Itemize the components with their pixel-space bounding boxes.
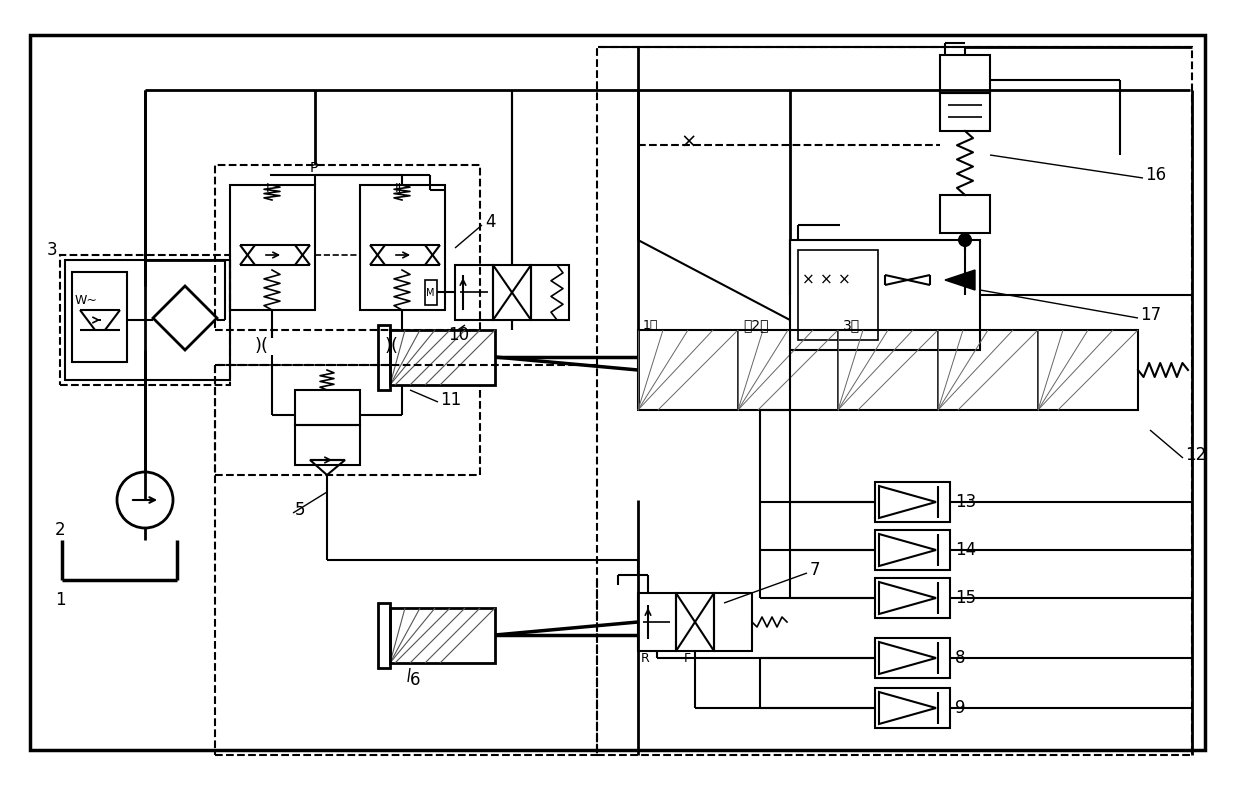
Text: M: M xyxy=(427,288,434,298)
Text: ×: × xyxy=(838,273,851,288)
Bar xyxy=(639,330,1138,410)
Bar xyxy=(940,55,990,93)
Text: W~: W~ xyxy=(74,293,98,307)
Bar xyxy=(531,265,569,320)
Text: ×: × xyxy=(802,273,815,288)
Text: 4: 4 xyxy=(485,213,496,231)
Bar xyxy=(295,425,360,465)
Text: 3: 3 xyxy=(47,241,57,259)
Text: 15: 15 xyxy=(955,589,976,607)
Bar xyxy=(875,638,950,678)
Bar xyxy=(940,93,990,131)
Bar xyxy=(30,35,1205,750)
Text: 5: 5 xyxy=(295,501,305,519)
Bar xyxy=(60,255,229,385)
Text: 7: 7 xyxy=(810,561,821,579)
Bar xyxy=(799,250,878,340)
Bar xyxy=(639,593,676,651)
Text: 1档: 1档 xyxy=(644,319,658,332)
Text: 11: 11 xyxy=(440,391,461,409)
Bar xyxy=(229,185,315,310)
Text: 10: 10 xyxy=(448,326,469,344)
Bar xyxy=(215,365,480,475)
Text: 1: 1 xyxy=(55,591,66,609)
Circle shape xyxy=(959,234,971,246)
Bar xyxy=(72,272,126,362)
Text: 12: 12 xyxy=(1185,446,1207,464)
Text: 13: 13 xyxy=(955,493,976,511)
Text: 14: 14 xyxy=(955,541,976,559)
Bar xyxy=(875,578,950,618)
Text: )(: )( xyxy=(255,337,269,355)
Bar xyxy=(790,240,980,350)
Bar xyxy=(875,482,950,522)
Bar xyxy=(378,603,391,668)
Bar xyxy=(295,390,360,425)
Bar xyxy=(875,530,950,570)
Text: P: P xyxy=(310,161,319,175)
Text: II: II xyxy=(394,182,402,194)
Bar xyxy=(391,608,495,663)
Text: ×: × xyxy=(820,273,833,288)
Polygon shape xyxy=(945,270,975,290)
Text: 山2档: 山2档 xyxy=(743,318,769,332)
Bar xyxy=(676,593,714,651)
Bar xyxy=(425,280,436,305)
Text: 6: 6 xyxy=(410,671,420,689)
Text: F: F xyxy=(684,653,691,665)
Bar xyxy=(940,195,990,233)
Text: )(: )( xyxy=(384,337,399,355)
Bar xyxy=(455,265,494,320)
Text: 8: 8 xyxy=(955,649,966,667)
Text: 3档: 3档 xyxy=(843,318,861,332)
Bar xyxy=(391,330,495,385)
Text: ×: × xyxy=(680,132,697,151)
Text: I: I xyxy=(267,182,270,194)
Bar xyxy=(596,47,1192,755)
Text: 2: 2 xyxy=(55,521,66,539)
Text: 16: 16 xyxy=(1145,166,1166,184)
Bar xyxy=(494,265,531,320)
Text: 9: 9 xyxy=(955,699,966,717)
Bar xyxy=(215,165,480,330)
Bar xyxy=(64,260,229,380)
Text: 17: 17 xyxy=(1140,306,1161,324)
Text: R: R xyxy=(641,653,650,665)
Bar xyxy=(378,325,391,390)
Bar xyxy=(714,593,751,651)
Bar xyxy=(875,688,950,728)
Bar xyxy=(360,185,445,310)
